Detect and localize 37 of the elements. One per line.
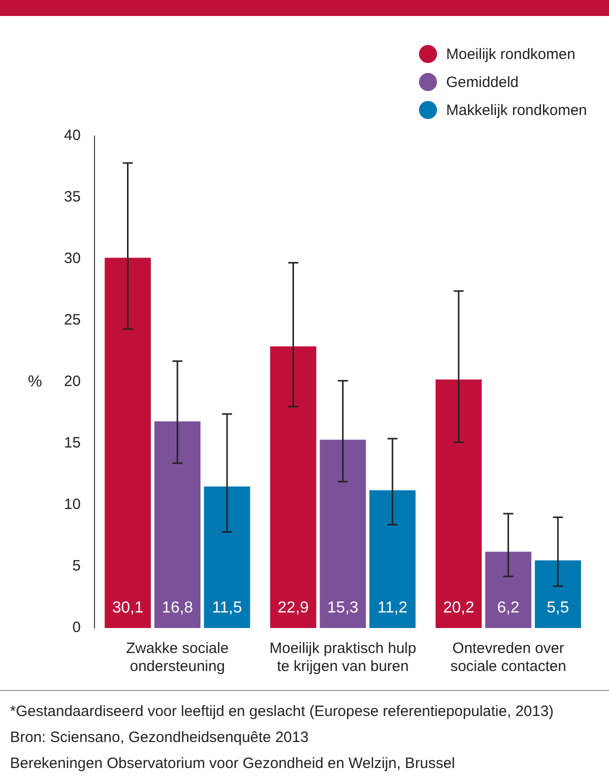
y-axis-title: % <box>28 373 42 390</box>
y-tick-label: 20 <box>64 373 81 390</box>
data-label: 22,9 <box>278 599 309 616</box>
y-tick-label: 40 <box>64 127 81 144</box>
data-label: 20,2 <box>443 599 474 616</box>
bar <box>104 258 151 628</box>
bar <box>204 486 250 628</box>
y-tick-label: 15 <box>64 434 81 452</box>
legend-label: Gemiddeld <box>445 72 520 92</box>
data-label: 11,2 <box>377 599 408 616</box>
data-label: 30,1 <box>112 599 144 616</box>
bar <box>485 552 532 628</box>
legend-label: Moeilijk rondkomen <box>445 44 576 64</box>
data-label: 16,8 <box>162 599 194 616</box>
y-tick-label: 10 <box>64 496 81 514</box>
bar <box>369 490 416 628</box>
y-tick-label: 5 <box>72 558 81 575</box>
y-tick-label: 25 <box>64 312 81 329</box>
data-label: 6,2 <box>497 599 520 616</box>
y-tick-label: 35 <box>64 188 81 206</box>
text: *Gestandaardiseerd voor leeftijd en geslacht (Europese referentiepopulatie, 2013) <box>9 702 555 722</box>
bar <box>320 440 366 628</box>
x-tick-label: Moeilijk praktisch hulp te krijgen van buren <box>269 640 416 676</box>
x-tick-label: Ontevreden over sociale contacten <box>450 640 566 676</box>
y-tick-label: 30 <box>64 250 81 268</box>
x-tick-label: Zwakke sociale ondersteuning <box>126 640 229 676</box>
text: Bron: Sciensano, Gezondheidsenquête 2013 <box>9 728 310 748</box>
data-label: 11,5 <box>212 599 242 616</box>
data-label: 5,5 <box>546 599 570 616</box>
data-label: 15,3 <box>327 599 359 616</box>
bar <box>270 346 316 628</box>
legend-label: Makkelijk rondkomen <box>445 100 587 120</box>
bar <box>534 560 581 628</box>
y-tick-label: 0 <box>72 619 81 636</box>
text: Berekeningen Observatorium voor Gezondheid en Welzijn, Brussel <box>9 754 456 774</box>
bar <box>436 380 482 628</box>
bar <box>154 421 200 628</box>
